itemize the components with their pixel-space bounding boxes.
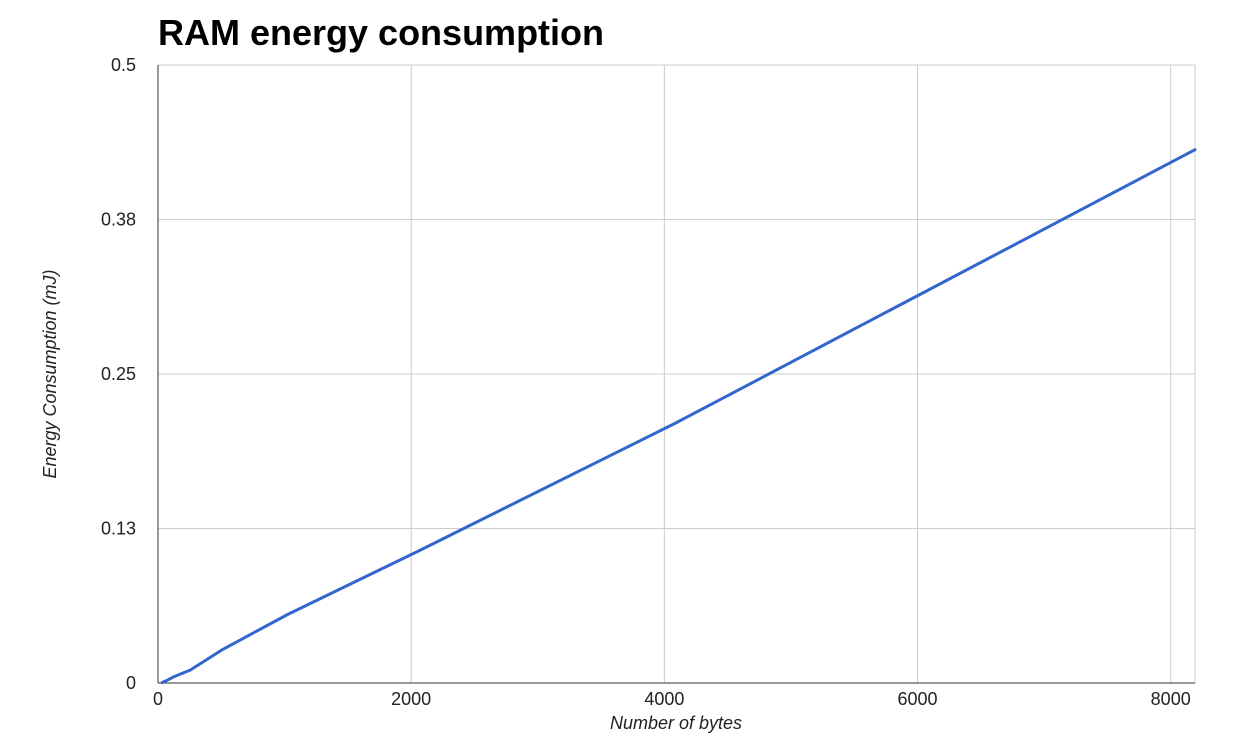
y-tick-label: 0.25 [101,364,136,384]
y-tick-label: 0 [126,673,136,693]
y-tick-label: 0.5 [111,55,136,75]
x-tick-label: 8000 [1151,689,1191,709]
x-tick-label: 0 [153,689,163,709]
tick-labels: 0 0.13 0.25 0.38 0.5 0 2000 4000 6000 8000 [101,55,1191,709]
series-layer [160,148,1197,685]
series-line [160,148,1197,685]
x-tick-label: 2000 [391,689,431,709]
y-axis-title: Energy Consumption (mJ) [40,269,60,478]
x-tick-label: 4000 [644,689,684,709]
grid [158,64,1196,683]
y-tick-label: 0.38 [101,210,136,230]
x-tick-label: 6000 [897,689,937,709]
axes [157,65,1195,684]
x-axis-title: Number of bytes [610,713,742,733]
y-tick-label: 0.13 [101,519,136,539]
chart-title: RAM energy consumption [158,12,604,53]
